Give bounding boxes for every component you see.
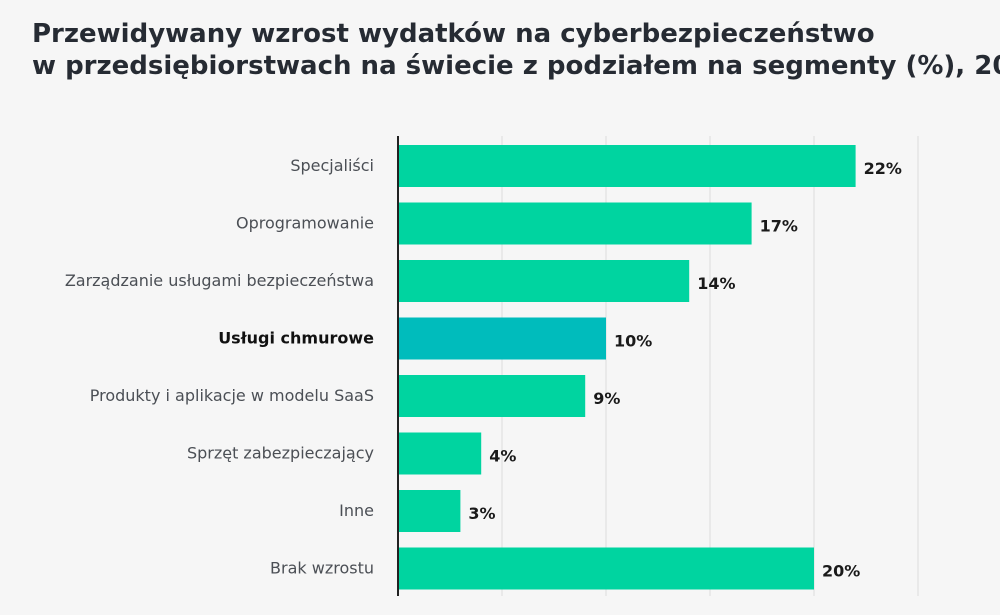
value-label: 22% [864, 159, 902, 178]
category-label: Produkty i aplikacje w modelu SaaS [90, 386, 374, 405]
bar [398, 490, 461, 532]
bars [398, 145, 856, 590]
category-label: Specjaliści [290, 156, 374, 175]
value-label: 10% [614, 332, 652, 351]
bar [398, 202, 752, 245]
category-label: Brak wzrostu [270, 559, 374, 578]
chart-title-line-1: Przewidywany wzrost wydatków na cyberbez… [32, 19, 875, 49]
category-label: Oprogramowanie [236, 214, 374, 233]
bar [398, 547, 814, 590]
category-label: Zarządzanie usługami bezpieczeństwa [65, 271, 374, 290]
labels: Specjaliści 22% Oprogramowanie 17% Zarządzan… [65, 136, 902, 596]
value-label: 14% [697, 274, 735, 293]
bar [398, 260, 690, 302]
value-label: 3% [468, 504, 495, 523]
category-label: Sprzęt zabezpieczający [187, 444, 374, 463]
category-label: Inne [339, 501, 374, 520]
bar [398, 317, 606, 360]
bar [398, 375, 586, 417]
bar [398, 145, 856, 187]
bar [398, 432, 482, 475]
value-label: 4% [489, 447, 516, 466]
value-label: 17% [760, 217, 798, 236]
value-label: 9% [593, 389, 620, 408]
category-label: Usługi chmurowe [218, 329, 374, 348]
value-label: 20% [822, 562, 860, 581]
chart-title: Przewidywany wzrost wydatków na cyberbez… [32, 18, 1000, 82]
chart-title-line-2: w przedsiębiorstwach na świecie z podzia… [32, 51, 1000, 81]
